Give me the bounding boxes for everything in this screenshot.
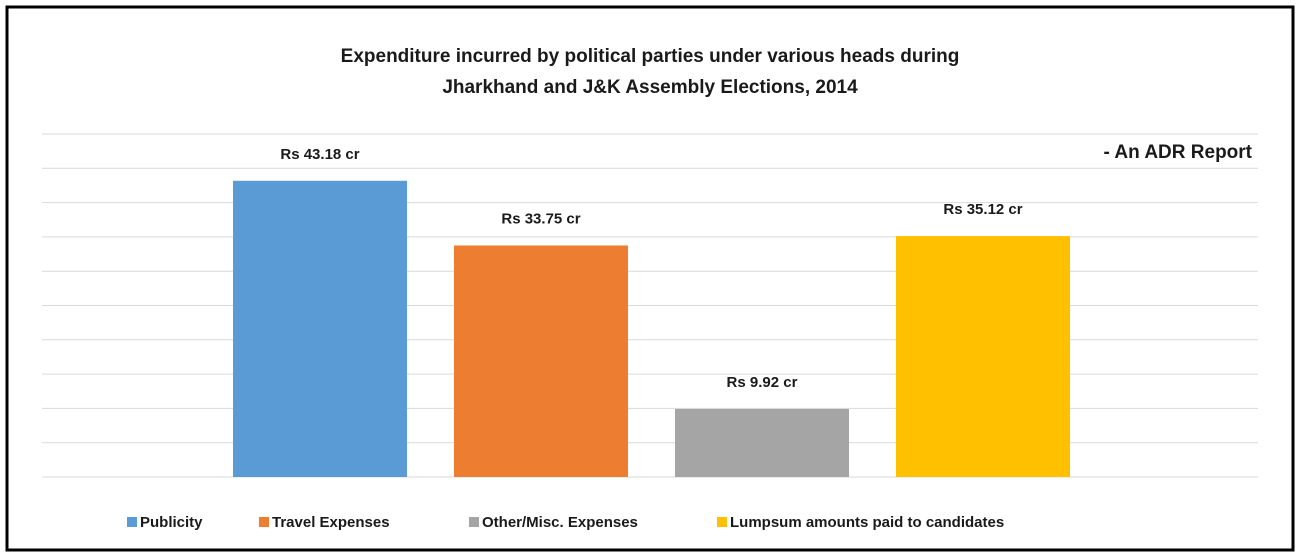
- data-label: Rs 9.92 cr: [727, 374, 798, 391]
- chart-border: [5, 5, 1295, 552]
- bar: [454, 245, 628, 477]
- legend-label: Lumpsum amounts paid to candidates: [730, 514, 1004, 531]
- chart-title: Jharkhand and J&K Assembly Elections, 20…: [442, 77, 858, 98]
- legend-swatch: [127, 517, 137, 527]
- data-label: Rs 33.75 cr: [501, 210, 580, 227]
- chart-title: Expenditure incurred by political partie…: [341, 46, 960, 67]
- legend-swatch: [469, 517, 479, 527]
- data-label: Rs 35.12 cr: [943, 201, 1022, 218]
- bar: [896, 236, 1070, 477]
- bar: [675, 408, 849, 477]
- data-label: Rs 43.18 cr: [280, 146, 359, 163]
- legend-label: Travel Expenses: [272, 514, 390, 531]
- legend-swatch: [259, 517, 269, 527]
- legend-swatch: [717, 517, 727, 527]
- legend-label: Publicity: [140, 514, 203, 531]
- bar: [233, 180, 407, 477]
- annotation: - An ADR Report: [1104, 142, 1253, 163]
- legend-label: Other/Misc. Expenses: [482, 514, 638, 531]
